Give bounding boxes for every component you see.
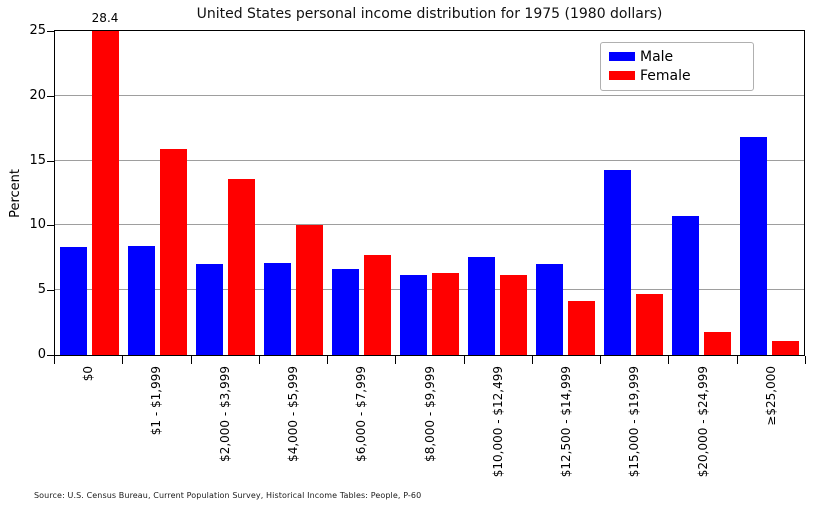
x-tick-mark-4 [327, 356, 329, 364]
y-tick-label-5: 5 [37, 282, 46, 298]
x-tick-mark-0 [54, 356, 55, 364]
gridline-10 [55, 224, 804, 226]
y-tick-label-20: 20 [29, 87, 46, 103]
x-tick-label-4: $6,000 - $7,999 [354, 366, 368, 462]
y-tick-mark-5 [47, 290, 54, 292]
x-tick-mark-1 [122, 356, 124, 364]
bar-male-8 [604, 169, 632, 355]
clipped-bar-value-label: 28.4 [91, 11, 119, 25]
bar-female-9 [704, 331, 732, 355]
bar-male-4 [331, 269, 359, 355]
bar-male-5 [400, 274, 427, 355]
bar-male-10 [740, 137, 768, 355]
x-tick-label-text: $4,000 - $5,999 [285, 366, 300, 462]
y-tick-mark-10 [47, 225, 54, 227]
gridline-15 [55, 159, 804, 161]
legend-label-male: Male [640, 48, 674, 65]
x-tick-label-0: $0 [81, 366, 95, 381]
x-tick-mark-8 [600, 356, 602, 364]
x-tick-label-6: $10,000 - $12,499 [491, 366, 505, 477]
x-tick-label-text: $1 - $1,999 [149, 366, 164, 436]
bar-female-2 [227, 178, 255, 355]
bar-male-6 [468, 256, 496, 355]
x-tick-label-text: $8,000 - $9,999 [422, 366, 437, 462]
x-tick-label-text: $12,500 - $14,999 [559, 366, 574, 478]
bar-female-7 [568, 300, 596, 355]
legend-item-female: Female [609, 66, 745, 85]
y-tick-label-10: 10 [29, 217, 46, 233]
legend-label-female: Female [640, 67, 691, 84]
y-axis-label-text: Percent [7, 168, 23, 218]
y-tick-mark-15 [47, 160, 54, 162]
y-axis-label: Percent [4, 30, 26, 356]
x-tick-label-8: $15,000 - $19,999 [627, 366, 641, 477]
bar-female-1 [159, 148, 187, 355]
y-tick-mark-20 [47, 95, 54, 97]
bar-female-10 [772, 340, 800, 355]
bar-female-4 [363, 255, 391, 355]
bar-male-7 [536, 264, 564, 355]
x-tick-label-text: $20,000 - $24,999 [695, 366, 710, 478]
x-tick-label-text: $2,000 - $3,999 [217, 366, 232, 462]
x-tick-label-7: $12,500 - $14,999 [559, 366, 573, 477]
bar-male-0 [59, 247, 87, 355]
x-tick-label-text: $6,000 - $7,999 [354, 366, 369, 462]
bar-female-6 [500, 274, 528, 355]
x-tick-label-text: $10,000 - $12,499 [490, 366, 505, 478]
y-tick-mark-25 [47, 31, 54, 32]
x-tick-label-9: $20,000 - $24,999 [696, 366, 710, 477]
x-tick-label-1: $1 - $1,999 [149, 366, 163, 435]
male-color-swatch [609, 52, 635, 61]
y-tick-mark-0 [47, 355, 54, 356]
gridline-5 [55, 289, 804, 291]
bar-male-9 [672, 216, 700, 355]
x-tick-mark-6 [463, 356, 465, 364]
bar-male-3 [263, 262, 291, 355]
bar-female-8 [636, 294, 664, 355]
gridline-20 [55, 94, 804, 96]
y-tick-label-25: 25 [29, 23, 46, 38]
legend-item-male: Male [609, 47, 745, 66]
legend: Male Female [600, 42, 754, 91]
x-tick-mark-5 [395, 356, 397, 364]
x-tick-label-10: ≥$25,000 [764, 366, 778, 426]
x-tick-label-5: $8,000 - $9,999 [423, 366, 437, 462]
source-note: Source: U.S. Census Bureau, Current Popu… [34, 491, 422, 500]
bar-male-2 [195, 264, 223, 355]
x-tick-label-text: ≥$25,000 [763, 366, 778, 426]
x-tick-mark-3 [258, 356, 260, 364]
bar-male-1 [127, 246, 155, 355]
x-tick-label-3: $4,000 - $5,999 [286, 366, 300, 462]
bar-female-5 [432, 273, 459, 355]
bar-female-0 [91, 31, 119, 355]
bar-female-3 [295, 225, 323, 355]
x-tick-mark-11 [805, 356, 806, 364]
y-tick-label-0: 0 [37, 347, 46, 362]
y-tick-label-15: 15 [29, 152, 46, 168]
x-tick-mark-9 [668, 356, 670, 364]
chart-title: United States personal income distributi… [196, 6, 663, 22]
x-tick-label-2: $2,000 - $3,999 [218, 366, 232, 462]
x-tick-label-text: $0 [81, 366, 96, 382]
x-tick-label-text: $15,000 - $19,999 [627, 366, 642, 478]
x-tick-mark-2 [190, 356, 192, 364]
x-tick-mark-7 [531, 356, 533, 364]
female-color-swatch [609, 71, 635, 80]
x-tick-mark-10 [736, 356, 738, 364]
